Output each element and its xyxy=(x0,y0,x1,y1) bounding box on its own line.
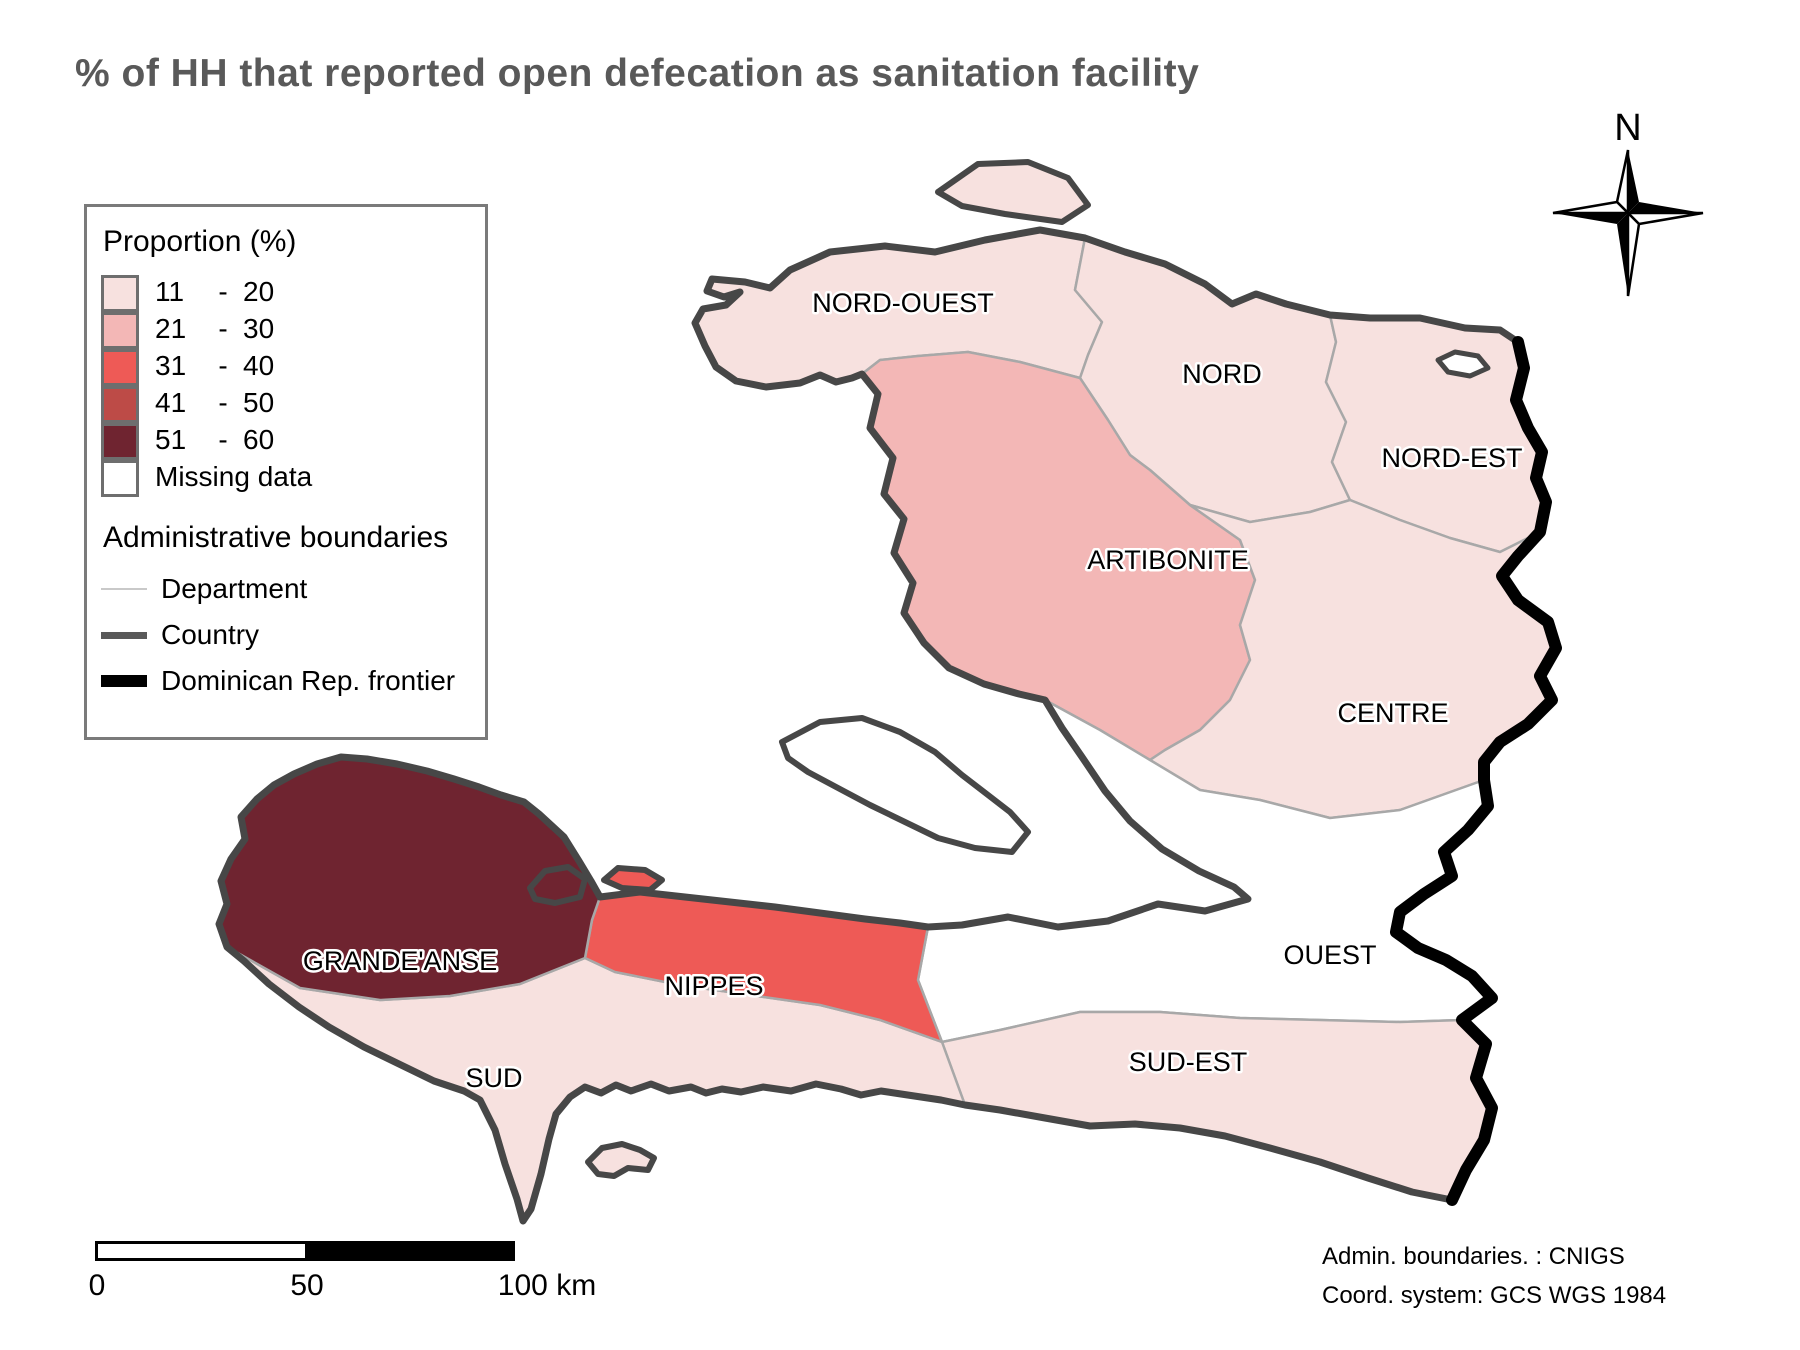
legend-range-from: 11 xyxy=(155,275,185,307)
scale-bar-segment-black xyxy=(305,1241,515,1261)
legend-proportion-title: Proportion (%) xyxy=(103,225,297,258)
label-sud-est: SUD-EST xyxy=(1129,1047,1248,1077)
label-nord-ouest: NORD-OUEST xyxy=(812,288,994,318)
credit-admin-boundaries: Admin. boundaries. : CNIGS xyxy=(1322,1243,1625,1270)
legend-boundaries-title: Administrative boundaries xyxy=(103,521,449,554)
label-nord: NORD xyxy=(1182,359,1262,389)
label-artibonite: ARTIBONITE xyxy=(1087,545,1249,575)
page-title: % of HH that reported open defecation as… xyxy=(75,52,1200,95)
legend-range-dash: - xyxy=(218,349,228,381)
legend-range-from: 41 xyxy=(155,386,187,418)
compass-north-label: N xyxy=(1614,107,1641,149)
legend-swatch-51-60 xyxy=(101,422,139,460)
legend-range-dash: - xyxy=(218,423,228,455)
label-grande-anse: GRANDE'ANSE xyxy=(303,946,497,976)
label-nord-est: NORD-EST xyxy=(1382,443,1523,473)
compass-point-e-white xyxy=(1624,211,1704,226)
legend-range-to: 60 xyxy=(243,423,275,455)
scale-bar-segment-white xyxy=(95,1241,305,1261)
legend-range-dash: - xyxy=(218,312,228,344)
lake xyxy=(1435,349,1491,379)
legend-missing-row: Missing data xyxy=(101,458,473,497)
legend-line-frontier: Dominican Rep. frontier xyxy=(101,665,473,697)
compass-point-n-black xyxy=(1628,150,1639,213)
island-gonave xyxy=(779,715,1031,855)
legend-swatch-21-30 xyxy=(101,311,139,349)
compass-point-e-black xyxy=(1628,202,1703,213)
legend-swatch-11-20 xyxy=(101,274,139,312)
scale-bar: 0 50 100 km xyxy=(89,1241,596,1302)
legend-swatch-missing xyxy=(101,459,139,497)
island-grande-cayemite xyxy=(527,864,588,906)
label-ouest: OUEST xyxy=(1283,940,1376,970)
label-centre: CENTRE xyxy=(1337,698,1448,728)
legend-range-to: 40 xyxy=(243,349,275,381)
scale-tick-100: 100 km xyxy=(497,1269,597,1302)
legend-line-department: Department xyxy=(101,573,473,605)
legend-class-row: 21-30 xyxy=(101,310,473,349)
legend-range-dash: - xyxy=(218,275,228,307)
legend-class-row: 31-40 xyxy=(101,347,473,386)
department-line-sample xyxy=(101,588,147,590)
island-tortuga xyxy=(935,159,1091,225)
scale-tick-50: 50 xyxy=(290,1269,324,1302)
legend-swatch-31-40 xyxy=(101,348,139,386)
country-line-sample xyxy=(101,631,147,639)
legend-missing-label: Missing data xyxy=(155,460,313,492)
label-nippes: NIPPES xyxy=(664,971,763,1001)
legend-class-row: 41-50 xyxy=(101,384,473,423)
compass-point-w-black xyxy=(1553,213,1628,224)
map-credits: Admin. boundaries. : CNIGS Coord. system… xyxy=(1322,1237,1666,1315)
legend-range-to: 20 xyxy=(243,275,275,307)
legend-range-to: 30 xyxy=(243,312,275,344)
credit-coord-system: Coord. system: GCS WGS 1984 xyxy=(1322,1282,1667,1309)
legend-range-from: 21 xyxy=(155,312,187,344)
label-sud: SUD xyxy=(465,1063,522,1093)
compass-point-w-white xyxy=(1552,200,1632,215)
legend-line-country: Country xyxy=(101,619,473,651)
country-coastline xyxy=(215,226,1522,1225)
legend-swatch-41-50 xyxy=(101,385,139,423)
legend-class-row: 51-60 xyxy=(101,421,473,460)
region-sud-est xyxy=(940,1010,1494,1202)
legend-range-dash: - xyxy=(218,386,228,418)
compass-rose: N xyxy=(1552,107,1704,297)
frontier-line-sample xyxy=(101,675,147,687)
legend-line-label: Dominican Rep. frontier xyxy=(161,665,456,696)
legend-class-row: 11 -20 xyxy=(101,273,473,312)
legend-range-from: 31 xyxy=(155,349,187,381)
compass-point-s-white xyxy=(1626,209,1641,297)
scale-tick-0: 0 xyxy=(88,1269,106,1302)
legend-line-label: Department xyxy=(161,573,308,604)
legend-range-from: 51 xyxy=(155,423,187,455)
legend-range-to: 50 xyxy=(243,386,275,418)
legend-box: Proportion (%) 11-20 21-30 31-40 41-50 5… xyxy=(84,204,488,740)
island-petite-cayemite xyxy=(601,865,665,893)
legend-line-label: Country xyxy=(161,619,260,650)
compass-point-s-black xyxy=(1617,213,1628,296)
dominican-republic-frontier xyxy=(1390,336,1562,1206)
island-ile-a-vache xyxy=(585,1141,657,1179)
